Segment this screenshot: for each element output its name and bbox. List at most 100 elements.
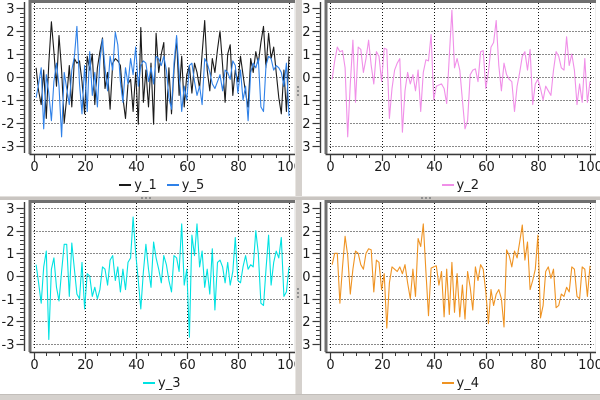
x-tick-label: 0 xyxy=(326,160,334,175)
splitter-handle-dot xyxy=(297,90,299,92)
x-tick-label: 80 xyxy=(230,358,247,373)
splitter-handle-dot xyxy=(297,288,299,290)
legend: y_4 xyxy=(325,374,597,392)
splitter-handle-dot xyxy=(145,197,147,199)
splitter-handle-dot xyxy=(297,296,299,298)
x-tick-label: 20 xyxy=(374,358,391,373)
splitter-handle[interactable] xyxy=(421,197,431,199)
legend-item-y_5: y_5 xyxy=(166,177,205,193)
x-tick-label: 100 xyxy=(578,160,600,175)
legend-label-y_5: y_5 xyxy=(181,177,205,193)
canvas-frame-light xyxy=(327,3,596,154)
splitter-handle-dot xyxy=(425,197,427,199)
splitter-handle-dot xyxy=(297,86,299,88)
legend-item-y_1: y_1 xyxy=(119,177,157,193)
plot-panel-top-right: 3 2 1 0 -1 -2 -3 0 20 40 60 80 100 y_2 xyxy=(301,0,600,196)
plot-svg-bottom-left: 3 2 1 0 -1 -2 -3 0 20 40 60 80 100 xyxy=(2,200,295,373)
splitter-handle-dot xyxy=(297,94,299,96)
canvas-frame-light xyxy=(31,3,295,154)
x-tick-label: 0 xyxy=(30,160,38,175)
legend-line-sample-y_2 xyxy=(441,184,454,186)
canvas-frame-light xyxy=(327,203,596,352)
plot-svg-top-right: 3 2 1 0 -1 -2 -3 0 20 40 60 80 100 xyxy=(301,0,600,175)
legend-label-y_1: y_1 xyxy=(134,177,157,193)
splitter-handle-dot xyxy=(141,197,143,199)
y-tick-label: 1 xyxy=(6,247,14,262)
splitter-handle[interactable] xyxy=(141,197,151,199)
splitter-handle-dot xyxy=(429,197,431,199)
y-tick-label: 3 xyxy=(302,2,310,17)
x-tick-label: 60 xyxy=(179,358,196,373)
legend-item-y_2: y_2 xyxy=(441,177,479,193)
window-resize-bar[interactable] xyxy=(0,394,600,400)
horizontal-splitter[interactable] xyxy=(0,196,600,200)
plot-svg-top-left: 3 2 1 0 -1 -2 -3 0 20 40 60 80 100 xyxy=(2,0,295,175)
plot-svg-bottom-right: 3 2 1 0 -1 -2 -3 0 20 40 60 80 100 xyxy=(301,200,600,373)
y-tick-label: -2 xyxy=(301,315,311,330)
legend-label-y_4: y_4 xyxy=(456,375,479,391)
y-tick-label: 1 xyxy=(6,48,14,63)
splitter-handle-dot xyxy=(421,197,423,199)
plot-panel-top-left: 3 2 1 0 -1 -2 -3 0 20 40 60 80 100 y_1 y_5 xyxy=(0,0,295,196)
y-tick-label: -3 xyxy=(2,338,15,353)
x-tick-label: 80 xyxy=(530,160,547,175)
y-tick-label: 0 xyxy=(302,71,310,86)
x-tick-label: 40 xyxy=(128,160,145,175)
series-curve-y_5 xyxy=(35,25,290,138)
y-tick-label: -2 xyxy=(2,315,15,330)
legend-item-y_4: y_4 xyxy=(441,375,479,391)
x-tick-label: 100 xyxy=(578,358,600,373)
x-tick-label: 60 xyxy=(179,160,196,175)
y-tick-label: 1 xyxy=(302,247,310,262)
canvas-frame-dark xyxy=(324,0,596,154)
x-tick-label: 60 xyxy=(478,358,495,373)
y-tick-label: 2 xyxy=(6,25,14,40)
x-tick-label: 0 xyxy=(326,358,334,373)
series-curve-y_2 xyxy=(331,9,591,138)
y-tick-label: 0 xyxy=(302,270,310,285)
legend-line-sample-y_5 xyxy=(166,184,179,186)
splitter-handle[interactable] xyxy=(297,288,299,298)
y-tick-label: 0 xyxy=(6,71,14,86)
x-tick-label: 40 xyxy=(426,358,443,373)
x-tick-label: 20 xyxy=(77,160,94,175)
series-curve-y_3 xyxy=(35,216,290,341)
canvas-frame-dark xyxy=(28,200,295,352)
legend-label-y_2: y_2 xyxy=(456,177,479,193)
y-tick-label: -1 xyxy=(301,293,311,308)
legend-item-y_3: y_3 xyxy=(143,376,180,391)
y-tick-label: -3 xyxy=(2,140,15,155)
y-tick-label: -2 xyxy=(301,117,311,132)
x-tick-label: 20 xyxy=(77,358,94,373)
legend: y_2 xyxy=(325,176,597,194)
y-tick-label: -2 xyxy=(2,117,15,132)
y-tick-label: 2 xyxy=(6,225,14,240)
y-tick-label: -3 xyxy=(301,338,311,353)
splitter-handle-dot xyxy=(149,197,151,199)
y-tick-label: -3 xyxy=(301,140,311,155)
y-tick-label: 3 xyxy=(6,202,14,217)
y-tick-label: 3 xyxy=(6,2,14,17)
x-tick-label: 40 xyxy=(426,160,443,175)
x-tick-label: 100 xyxy=(277,358,295,373)
legend-line-sample-y_4 xyxy=(441,382,454,384)
plot-panel-bottom-right: 3 2 1 0 -1 -2 -3 0 20 40 60 80 100 y_4 xyxy=(301,200,600,394)
y-tick-label: 1 xyxy=(302,48,310,63)
x-tick-label: 100 xyxy=(277,160,295,175)
legend-label-y_3: y_3 xyxy=(158,375,181,391)
x-tick-label: 60 xyxy=(478,160,495,175)
y-tick-label: 2 xyxy=(302,25,310,40)
y-tick-label: -1 xyxy=(301,94,311,109)
splitter-handle-dot xyxy=(297,292,299,294)
x-tick-label: 80 xyxy=(230,160,247,175)
canvas-frame-light xyxy=(31,203,295,352)
y-tick-label: -1 xyxy=(2,94,15,109)
legend-line-sample-y_3 xyxy=(143,382,156,384)
splitter-handle[interactable] xyxy=(297,86,299,96)
y-tick-label: 2 xyxy=(302,225,310,240)
legend: y_1 y_5 xyxy=(29,176,296,194)
legend-line-sample-y_1 xyxy=(119,184,132,186)
x-tick-label: 80 xyxy=(530,358,547,373)
canvas-frame-dark xyxy=(324,200,596,352)
